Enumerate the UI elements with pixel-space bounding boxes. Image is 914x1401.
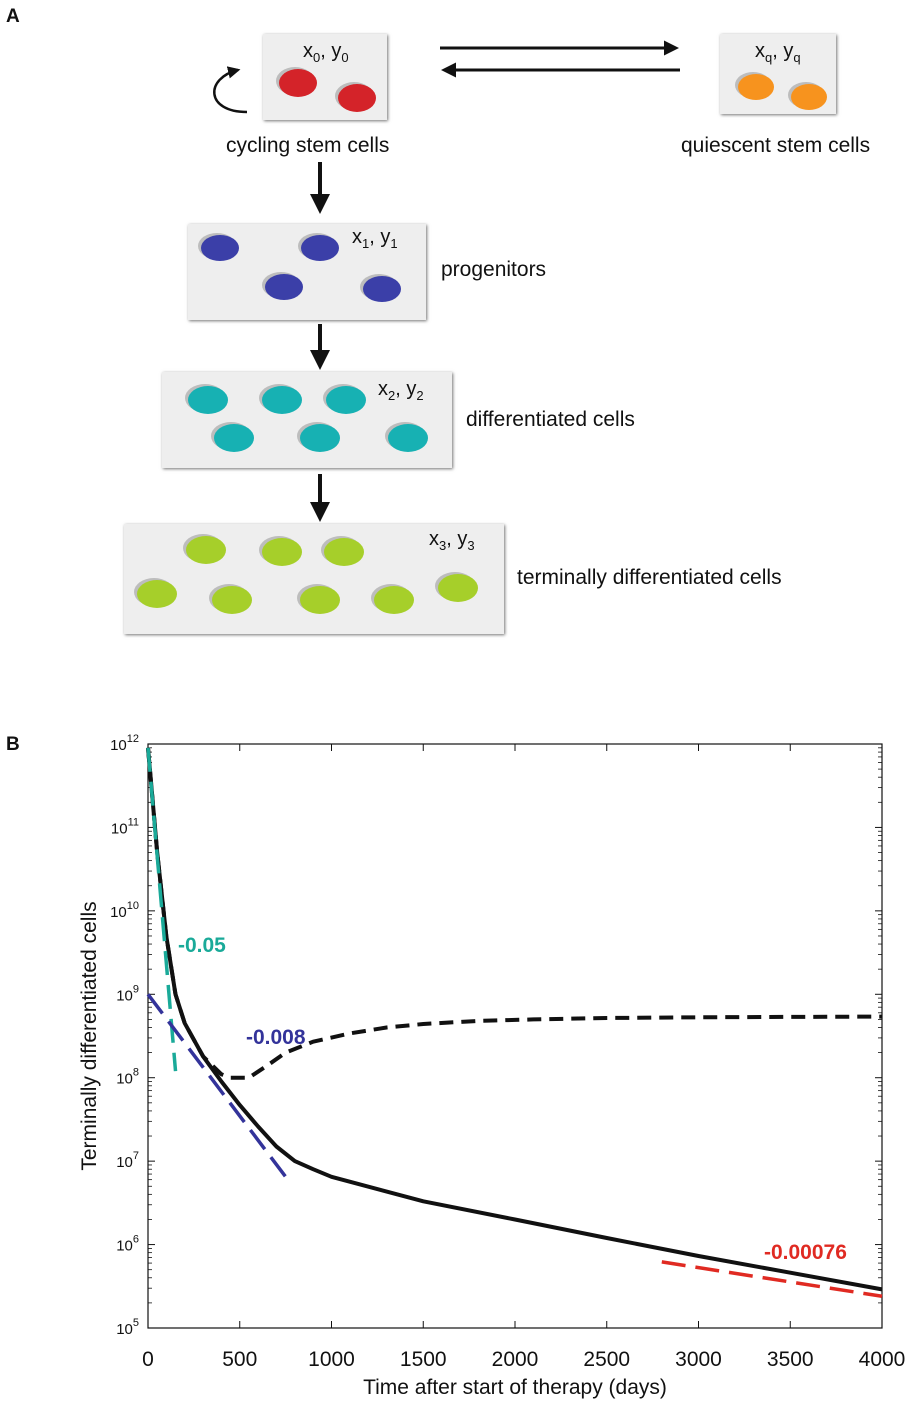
quiescent-stem-cell-box: [720, 34, 836, 114]
terminal-variable-label: x3, y3: [429, 528, 475, 553]
x-tick-label: 4000: [859, 1348, 906, 1371]
cell: [300, 424, 340, 452]
cycling-stem-cells-label: cycling stem cells: [226, 134, 390, 157]
fit-line: [146, 993, 288, 1178]
quiescent-stem-cells-label: quiescent stem cells: [681, 134, 871, 157]
cell: [738, 74, 774, 100]
differentiated-box: [162, 372, 452, 468]
y-tick-label: 108: [116, 1067, 139, 1088]
cell: [324, 538, 364, 566]
quiescent-variable-label: xq, yq: [755, 40, 801, 65]
slope-label: -0.00076: [764, 1241, 847, 1264]
y-tick-label: 1011: [111, 816, 139, 837]
terminal-box: [124, 524, 504, 634]
fit-line: [146, 747, 178, 1072]
cell: [201, 235, 239, 261]
self-renewal-arrow: [213, 66, 248, 114]
panel-b-letter: B: [6, 734, 20, 755]
cell: [265, 274, 303, 300]
differentiated-variable-label: x2, y2: [378, 378, 424, 403]
y-tick-label: 109: [116, 983, 139, 1004]
slope-label: -0.008: [246, 1026, 306, 1049]
cell: [338, 84, 376, 112]
cell: [388, 424, 428, 452]
y-tick-label: 1012: [110, 733, 139, 754]
fit-line: [661, 1260, 883, 1299]
panel-a-arrows: [213, 40, 680, 522]
x-tick-label: 2000: [492, 1348, 539, 1371]
y-tick-label: 105: [116, 1317, 139, 1338]
cell: [137, 580, 177, 608]
cell: [188, 386, 228, 414]
cell: [279, 69, 317, 97]
cell: [186, 536, 226, 564]
x-tick-label: 2500: [583, 1348, 630, 1371]
cell: [300, 586, 340, 614]
y-tick-label: 107: [116, 1150, 139, 1171]
x-tick-label: 0: [142, 1348, 154, 1371]
cycling-stem-cell-box: [263, 34, 387, 120]
x-tick-label: 3000: [675, 1348, 722, 1371]
cell: [214, 424, 254, 452]
cell: [374, 586, 414, 614]
progenitor-box: [188, 224, 426, 320]
cell: [326, 386, 366, 414]
terminally-differentiated-cells-label: terminally differentiated cells: [517, 566, 782, 589]
panel-a-letter: A: [6, 6, 20, 27]
cell: [301, 235, 339, 261]
x-tick-label: 1000: [308, 1348, 355, 1371]
cell: [262, 538, 302, 566]
slope-label: -0.05: [178, 934, 226, 957]
cell: [363, 276, 401, 302]
cycling-variable-label: x0, y0: [303, 40, 349, 65]
cell: [791, 84, 827, 110]
x-tick-label: 3500: [767, 1348, 814, 1371]
x-tick-label: 1500: [400, 1348, 447, 1371]
cell: [438, 574, 478, 602]
y-tick-label: 1010: [110, 900, 139, 921]
cell: [212, 586, 252, 614]
progenitor-variable-label: x1, y1: [352, 226, 398, 251]
dashed-curve: [146, 747, 883, 1080]
x-tick-label: 500: [222, 1348, 257, 1371]
progenitors-label: progenitors: [441, 258, 547, 281]
y-axis-label: Terminally differentiated cells: [78, 901, 101, 1170]
differentiated-cells-label: differentiated cells: [466, 408, 635, 431]
x-axis-label: Time after start of therapy (days): [363, 1376, 667, 1399]
y-tick-label: 106: [116, 1234, 139, 1255]
cell: [262, 386, 302, 414]
